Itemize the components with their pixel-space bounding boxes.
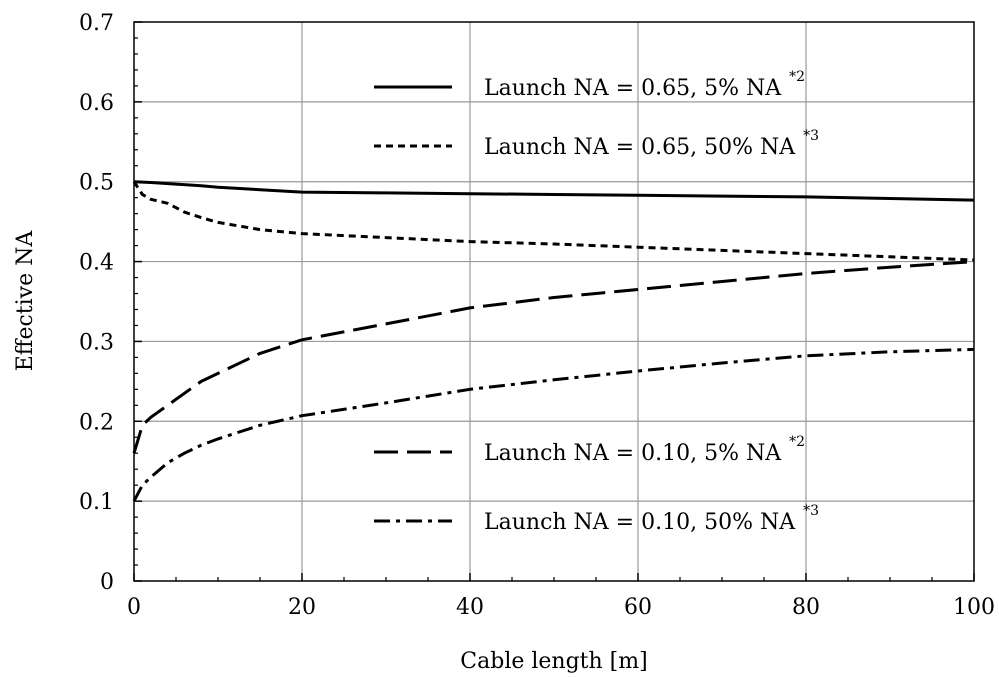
tick-labels: 0 20 40 60 80 100 0 0.1 0.2 0.3 0.4 0.5 0.6 0.7: [79, 11, 995, 620]
y-tick-label: 0.6: [79, 91, 114, 116]
legend-footnote-1: *2: [789, 69, 805, 85]
y-tick-label: 0.1: [79, 490, 114, 515]
x-axis-label: Cable length [m]: [460, 649, 647, 674]
y-tick-label: 0.3: [79, 330, 114, 355]
x-tick-label: 60: [624, 595, 652, 620]
x-tick-label: 80: [792, 595, 820, 620]
legend-footnote-2: *3: [803, 128, 819, 144]
series-lines: [132, 180, 975, 502]
y-tick-label: 0.4: [79, 251, 114, 276]
y-axis-label: Effective NA: [13, 230, 38, 372]
series-line-2: [132, 180, 975, 262]
series-line-1: [133, 180, 975, 202]
x-tick-label: 100: [953, 595, 995, 620]
legend-label-3: Launch NA = 0.10, 5% NA: [484, 441, 782, 466]
legend-label-2: Launch NA = 0.65, 50% NA: [484, 135, 796, 160]
y-tick-label: 0.2: [79, 410, 114, 435]
legend: Launch NA = 0.65, 5% NA *2 Launch NA = 0.6…: [374, 69, 819, 535]
series-line-3: [132, 260, 975, 454]
legend-footnote-3: *2: [789, 434, 805, 450]
legend-label-1: Launch NA = 0.65, 5% NA: [484, 76, 782, 101]
plot-background: [134, 22, 974, 581]
x-tick-label: 0: [127, 595, 141, 620]
x-tick-label: 40: [456, 595, 484, 620]
series-line-4: [132, 347, 975, 502]
legend-footnote-4: *3: [803, 503, 819, 519]
x-tick-label: 20: [288, 595, 316, 620]
y-tick-label: 0.5: [79, 171, 114, 196]
y-tick-label: 0.7: [79, 11, 114, 36]
legend-label-4: Launch NA = 0.10, 50% NA: [484, 510, 796, 535]
y-tick-label: 0: [100, 570, 114, 595]
